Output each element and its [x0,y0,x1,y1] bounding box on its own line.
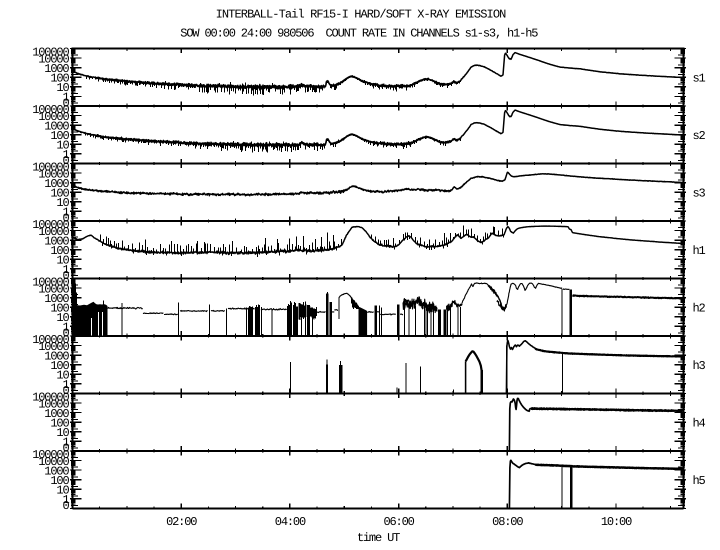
svg-text:100: 100 [50,302,69,316]
svg-text:100: 100 [50,187,69,201]
svg-text:10: 10 [56,139,69,153]
svg-text:0: 0 [62,441,69,455]
svg-text:SOW 00:00 24:00 980506 COUNT: SOW 00:00 24:00 980506 COUNT RATE IN CHA… [180,27,538,41]
svg-text:0: 0 [62,326,69,340]
svg-text:100000: 100000 [32,333,69,347]
svg-text:0: 0 [62,269,69,283]
svg-text:10: 10 [56,426,69,440]
svg-text:100000: 100000 [32,276,69,290]
svg-text:10000: 10000 [38,397,69,411]
svg-text:100: 100 [50,417,69,431]
svg-text:0: 0 [62,384,69,398]
svg-text:10000: 10000 [38,225,69,239]
svg-text:s1: s1 [693,72,706,86]
svg-text:1: 1 [62,148,69,162]
svg-text:10000: 10000 [38,110,69,124]
svg-text:10: 10 [56,81,69,95]
svg-text:s3: s3 [693,187,706,201]
svg-text:1000: 1000 [44,62,69,76]
svg-text:10000: 10000 [38,167,69,181]
svg-text:1000: 1000 [44,177,69,191]
svg-text:04:00: 04:00 [275,515,306,529]
svg-text:time UT: time UT [357,531,400,545]
svg-text:06:00: 06:00 [383,515,414,529]
svg-text:10: 10 [56,369,69,383]
svg-text:1000: 1000 [44,234,69,248]
svg-text:10:00: 10:00 [601,515,632,529]
svg-text:100000: 100000 [32,391,69,405]
svg-text:100: 100 [50,244,69,258]
svg-text:10: 10 [56,196,69,210]
svg-text:08:00: 08:00 [492,515,523,529]
svg-text:10000: 10000 [38,455,69,469]
svg-text:1: 1 [62,321,69,335]
svg-text:1: 1 [62,263,69,277]
svg-text:0: 0 [62,212,69,226]
svg-text:1000: 1000 [44,407,69,421]
svg-text:10000: 10000 [38,52,69,66]
svg-text:h2: h2 [693,302,706,316]
svg-text:10: 10 [56,311,69,325]
svg-text:10000: 10000 [38,340,69,354]
svg-text:h4: h4 [693,417,706,431]
svg-text:100: 100 [50,359,69,373]
svg-text:1: 1 [62,91,69,105]
svg-text:1: 1 [62,378,69,392]
svg-text:100000: 100000 [32,103,69,117]
svg-text:1000: 1000 [44,464,69,478]
svg-text:10: 10 [56,254,69,268]
svg-text:100000: 100000 [32,218,69,232]
svg-text:100: 100 [50,474,69,488]
svg-text:0: 0 [62,154,69,168]
svg-text:h1: h1 [693,244,706,258]
svg-text:100000: 100000 [32,448,69,462]
svg-text:h5: h5 [693,474,706,488]
svg-text:1: 1 [62,206,69,220]
svg-text:1000: 1000 [44,119,69,133]
svg-text:1: 1 [62,436,69,450]
svg-text:100: 100 [50,72,69,86]
svg-text:100: 100 [50,129,69,143]
svg-text:10: 10 [56,484,69,498]
svg-text:1000: 1000 [44,292,69,306]
svg-text:h3: h3 [693,359,706,373]
svg-text:02:00: 02:00 [166,515,197,529]
svg-text:0: 0 [62,499,69,513]
svg-text:s2: s2 [693,129,706,143]
svg-text:INTERBALL-Tail RF15-I HARD/SOF: INTERBALL-Tail RF15-I HARD/SOFT X-RAY EM… [216,8,507,22]
svg-text:1: 1 [62,493,69,507]
svg-text:1000: 1000 [44,349,69,363]
svg-text:100000: 100000 [32,161,69,175]
svg-text:10000: 10000 [38,282,69,296]
svg-text:0: 0 [62,97,69,111]
svg-text:100000: 100000 [32,46,69,60]
